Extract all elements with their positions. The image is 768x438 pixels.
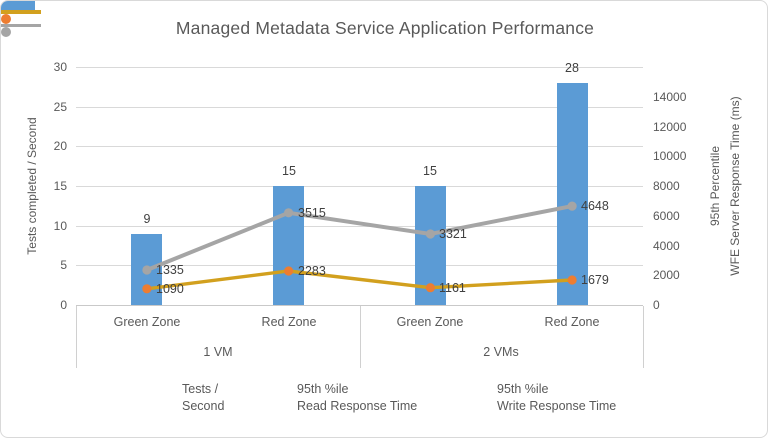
gridline (76, 67, 643, 68)
right-axis-tick: 12000 (653, 120, 687, 134)
legend-swatch-marker (1, 27, 11, 37)
category-axis-divider (360, 306, 361, 368)
left-axis-tick: 0 (60, 298, 67, 312)
gridline (76, 305, 643, 306)
legend-label-line2: Second (182, 398, 225, 413)
right-axis-tick: 0 (653, 298, 660, 312)
right-axis-tick: 8000 (653, 179, 680, 193)
left-axis-tick: 10 (53, 219, 67, 233)
legend-swatch-bar (1, 1, 35, 10)
line-data-label: 1090 (156, 282, 184, 296)
line-data-label: 2283 (298, 264, 326, 278)
right-axis-tick: 2000 (653, 268, 680, 282)
category-axis-divider (76, 306, 77, 368)
legend-label-line1: Tests / (182, 382, 219, 396)
legend-label-line2: Read Response Time (297, 398, 418, 413)
bar-data-label: 15 (282, 164, 296, 178)
legend-label: 95th %ile Write Response Time (497, 381, 616, 414)
left-axis-tick: 30 (53, 60, 67, 74)
category-axis-divider (643, 306, 644, 368)
legend-label: Tests / Second (182, 381, 224, 414)
legend-swatch-marker (1, 13, 11, 24)
right-axis-title-line2: WFE Server Response Time (ms) (728, 96, 742, 276)
category-label: Red Zone (544, 315, 600, 329)
legend-label: 95th %ile Read Response Time (297, 381, 417, 414)
line-data-label: 3321 (439, 227, 467, 241)
line-data-label: 3515 (298, 206, 326, 220)
legend-swatch-line (1, 23, 41, 27)
category-group-label: 2 VMs (483, 345, 519, 359)
left-axis-tick: 5 (60, 258, 67, 272)
category-label: Green Zone (396, 315, 464, 329)
line-data-label: 4648 (581, 199, 609, 213)
category-label: Red Zone (261, 315, 317, 329)
gridline (76, 107, 643, 108)
right-axis-tick: 10000 (653, 149, 687, 163)
line-data-label: 1679 (581, 273, 609, 287)
bar-data-label: 28 (565, 61, 579, 75)
legend-label-line1: 95th %ile (297, 382, 349, 396)
left-axis-tick: 25 (53, 100, 67, 114)
legend-label-line1: 95th %ile (497, 382, 549, 396)
line-data-label: 1161 (439, 281, 466, 295)
gridline (76, 186, 643, 187)
gridline (76, 146, 643, 147)
left-axis-tick: 20 (53, 139, 67, 153)
right-axis-tick: 6000 (653, 209, 680, 223)
line-data-label: 1335 (156, 263, 184, 277)
legend-swatch-line (1, 10, 41, 14)
line-read (146, 269, 573, 291)
chart-title: Managed Metadata Service Application Per… (175, 18, 595, 38)
bar-data-label: 15 (423, 164, 437, 178)
legend-label-line2: Write Response Time (497, 398, 617, 413)
category-group-label: 1 VM (203, 345, 233, 359)
legend: Tests / Second 95th %ile Read Response Time… (1, 1, 767, 413)
right-axis-tick: 4000 (653, 239, 680, 253)
line-write (146, 204, 573, 272)
bar-tests-per-second (273, 186, 304, 305)
bar-tests-per-second (557, 83, 588, 305)
left-axis-tick: 15 (53, 179, 67, 193)
bar-data-label: 9 (143, 212, 151, 226)
category-label: Green Zone (113, 315, 181, 329)
right-axis-tick: 14000 (653, 90, 687, 104)
